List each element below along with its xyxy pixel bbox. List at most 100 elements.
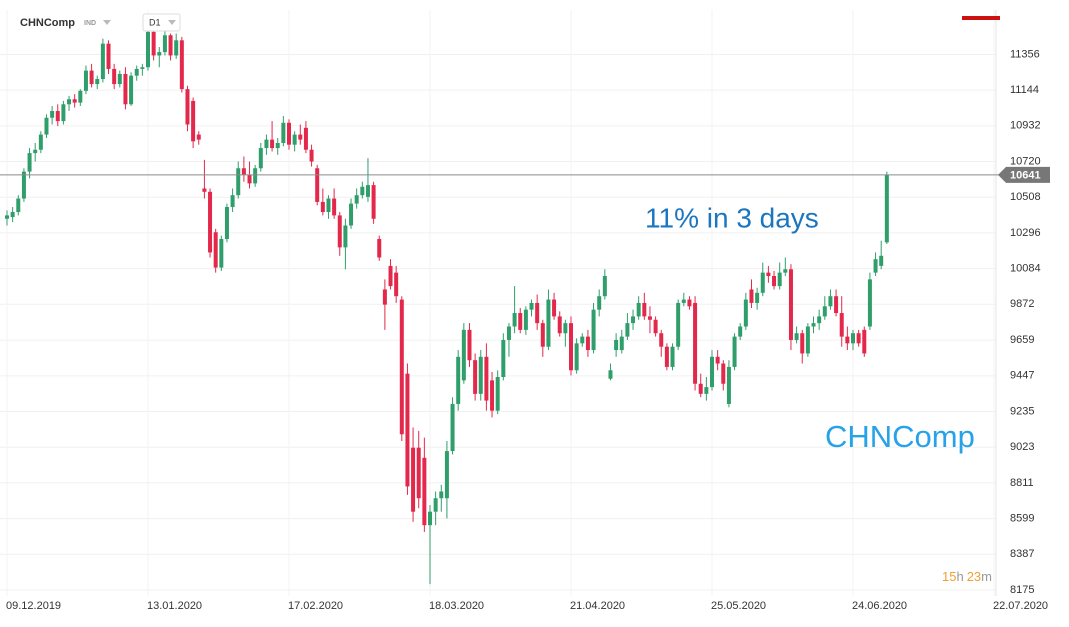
candle-body <box>884 174 889 243</box>
candle-body <box>862 329 867 354</box>
candle-body <box>772 275 777 287</box>
candle-body <box>399 299 404 435</box>
candle-body <box>241 168 246 175</box>
candle-body <box>834 296 839 314</box>
x-tick-label: 24.06.2020 <box>852 600 907 612</box>
candle-body <box>388 265 393 287</box>
candle-body <box>157 52 162 56</box>
candle-body <box>33 149 38 154</box>
candle-body <box>642 302 647 317</box>
candle-body <box>247 174 252 184</box>
candle-body <box>591 309 596 351</box>
candle-body <box>349 203 354 226</box>
candle-body <box>146 31 150 68</box>
candle-body <box>856 333 861 344</box>
candle-body <box>602 275 607 297</box>
candle-body <box>422 457 427 526</box>
candle-body <box>281 122 286 143</box>
candle-body <box>95 79 100 85</box>
candle-body <box>659 333 664 347</box>
candle-body <box>151 31 156 56</box>
timeframe-box[interactable] <box>142 13 181 32</box>
timer-part: m <box>981 569 992 584</box>
grid <box>0 10 996 596</box>
candle-body <box>873 259 878 273</box>
candle-body <box>749 289 754 303</box>
candle-body <box>546 299 551 347</box>
candle-body <box>788 269 793 340</box>
indicator-bar <box>962 16 1000 20</box>
symbol: CHNComp <box>20 17 75 29</box>
candle-body <box>236 168 241 196</box>
timer-part: 15 <box>942 569 956 584</box>
annotation: 11% in 3 days <box>645 202 819 233</box>
y-tick-label: 10296 <box>1010 227 1041 239</box>
candle-body <box>298 134 303 140</box>
y-tick-label: 10084 <box>1010 262 1041 274</box>
candle-body <box>845 336 850 344</box>
candle-body <box>382 289 387 305</box>
candle-body <box>129 75 134 105</box>
candle-body <box>467 329 472 361</box>
candle-body <box>755 292 760 303</box>
candle-body <box>687 299 692 307</box>
candle-body <box>44 117 49 135</box>
candle-body <box>681 299 686 303</box>
candle-body <box>501 339 506 378</box>
candle-body <box>78 90 83 103</box>
y-tick-label: 8599 <box>1010 513 1034 525</box>
y-tick-label: 8811 <box>1010 477 1034 489</box>
dropdown-arrow[interactable] <box>103 20 111 25</box>
candle-body <box>10 212 15 218</box>
x-tick-label: 17.02.2020 <box>288 600 343 612</box>
candle-body <box>365 185 370 197</box>
candle-body <box>264 139 269 149</box>
candle-body <box>811 323 816 327</box>
x-tick-label: 13.01.2020 <box>147 600 202 612</box>
candle-body <box>552 299 557 317</box>
candle-body <box>117 73 122 85</box>
candle-body <box>275 142 280 149</box>
candle-body <box>512 313 517 327</box>
candle-body <box>625 323 630 337</box>
y-tick-label: 8387 <box>1010 548 1034 560</box>
candle-body <box>732 336 737 367</box>
candle-body <box>315 168 320 202</box>
candle-body <box>540 323 545 347</box>
candle-body <box>123 73 128 105</box>
y-tick-label: 8175 <box>1010 584 1034 596</box>
candle-body <box>106 43 111 69</box>
timer: 15h 23m <box>942 569 992 584</box>
candle-body <box>326 198 331 213</box>
candle-body <box>112 68 117 85</box>
candle-body <box>461 329 466 381</box>
candle-body <box>213 232 218 268</box>
candle-body <box>320 201 325 213</box>
candle-body <box>867 279 872 327</box>
candle-body <box>253 168 258 184</box>
candle-body <box>715 356 720 364</box>
timer-part: 23 <box>967 569 981 584</box>
y-tick-label: 9023 <box>1010 441 1034 453</box>
candle-body <box>794 333 799 340</box>
candle-body <box>439 491 444 499</box>
candle-body <box>664 346 669 367</box>
candle-body <box>444 451 449 499</box>
candle-body <box>309 149 314 162</box>
candle-body <box>162 35 167 53</box>
candle-body <box>394 272 399 297</box>
candles <box>5 25 889 585</box>
candle-body <box>839 313 844 337</box>
candle-body <box>495 377 500 411</box>
candle-body <box>676 302 681 347</box>
candle-body <box>817 316 822 324</box>
candle-body <box>585 336 590 351</box>
watermark: CHNComp <box>825 419 975 454</box>
candle-body <box>484 356 489 401</box>
candle-body <box>61 104 66 122</box>
candle-body <box>134 68 139 76</box>
candle-body <box>580 336 585 344</box>
candle-body <box>377 238 382 258</box>
